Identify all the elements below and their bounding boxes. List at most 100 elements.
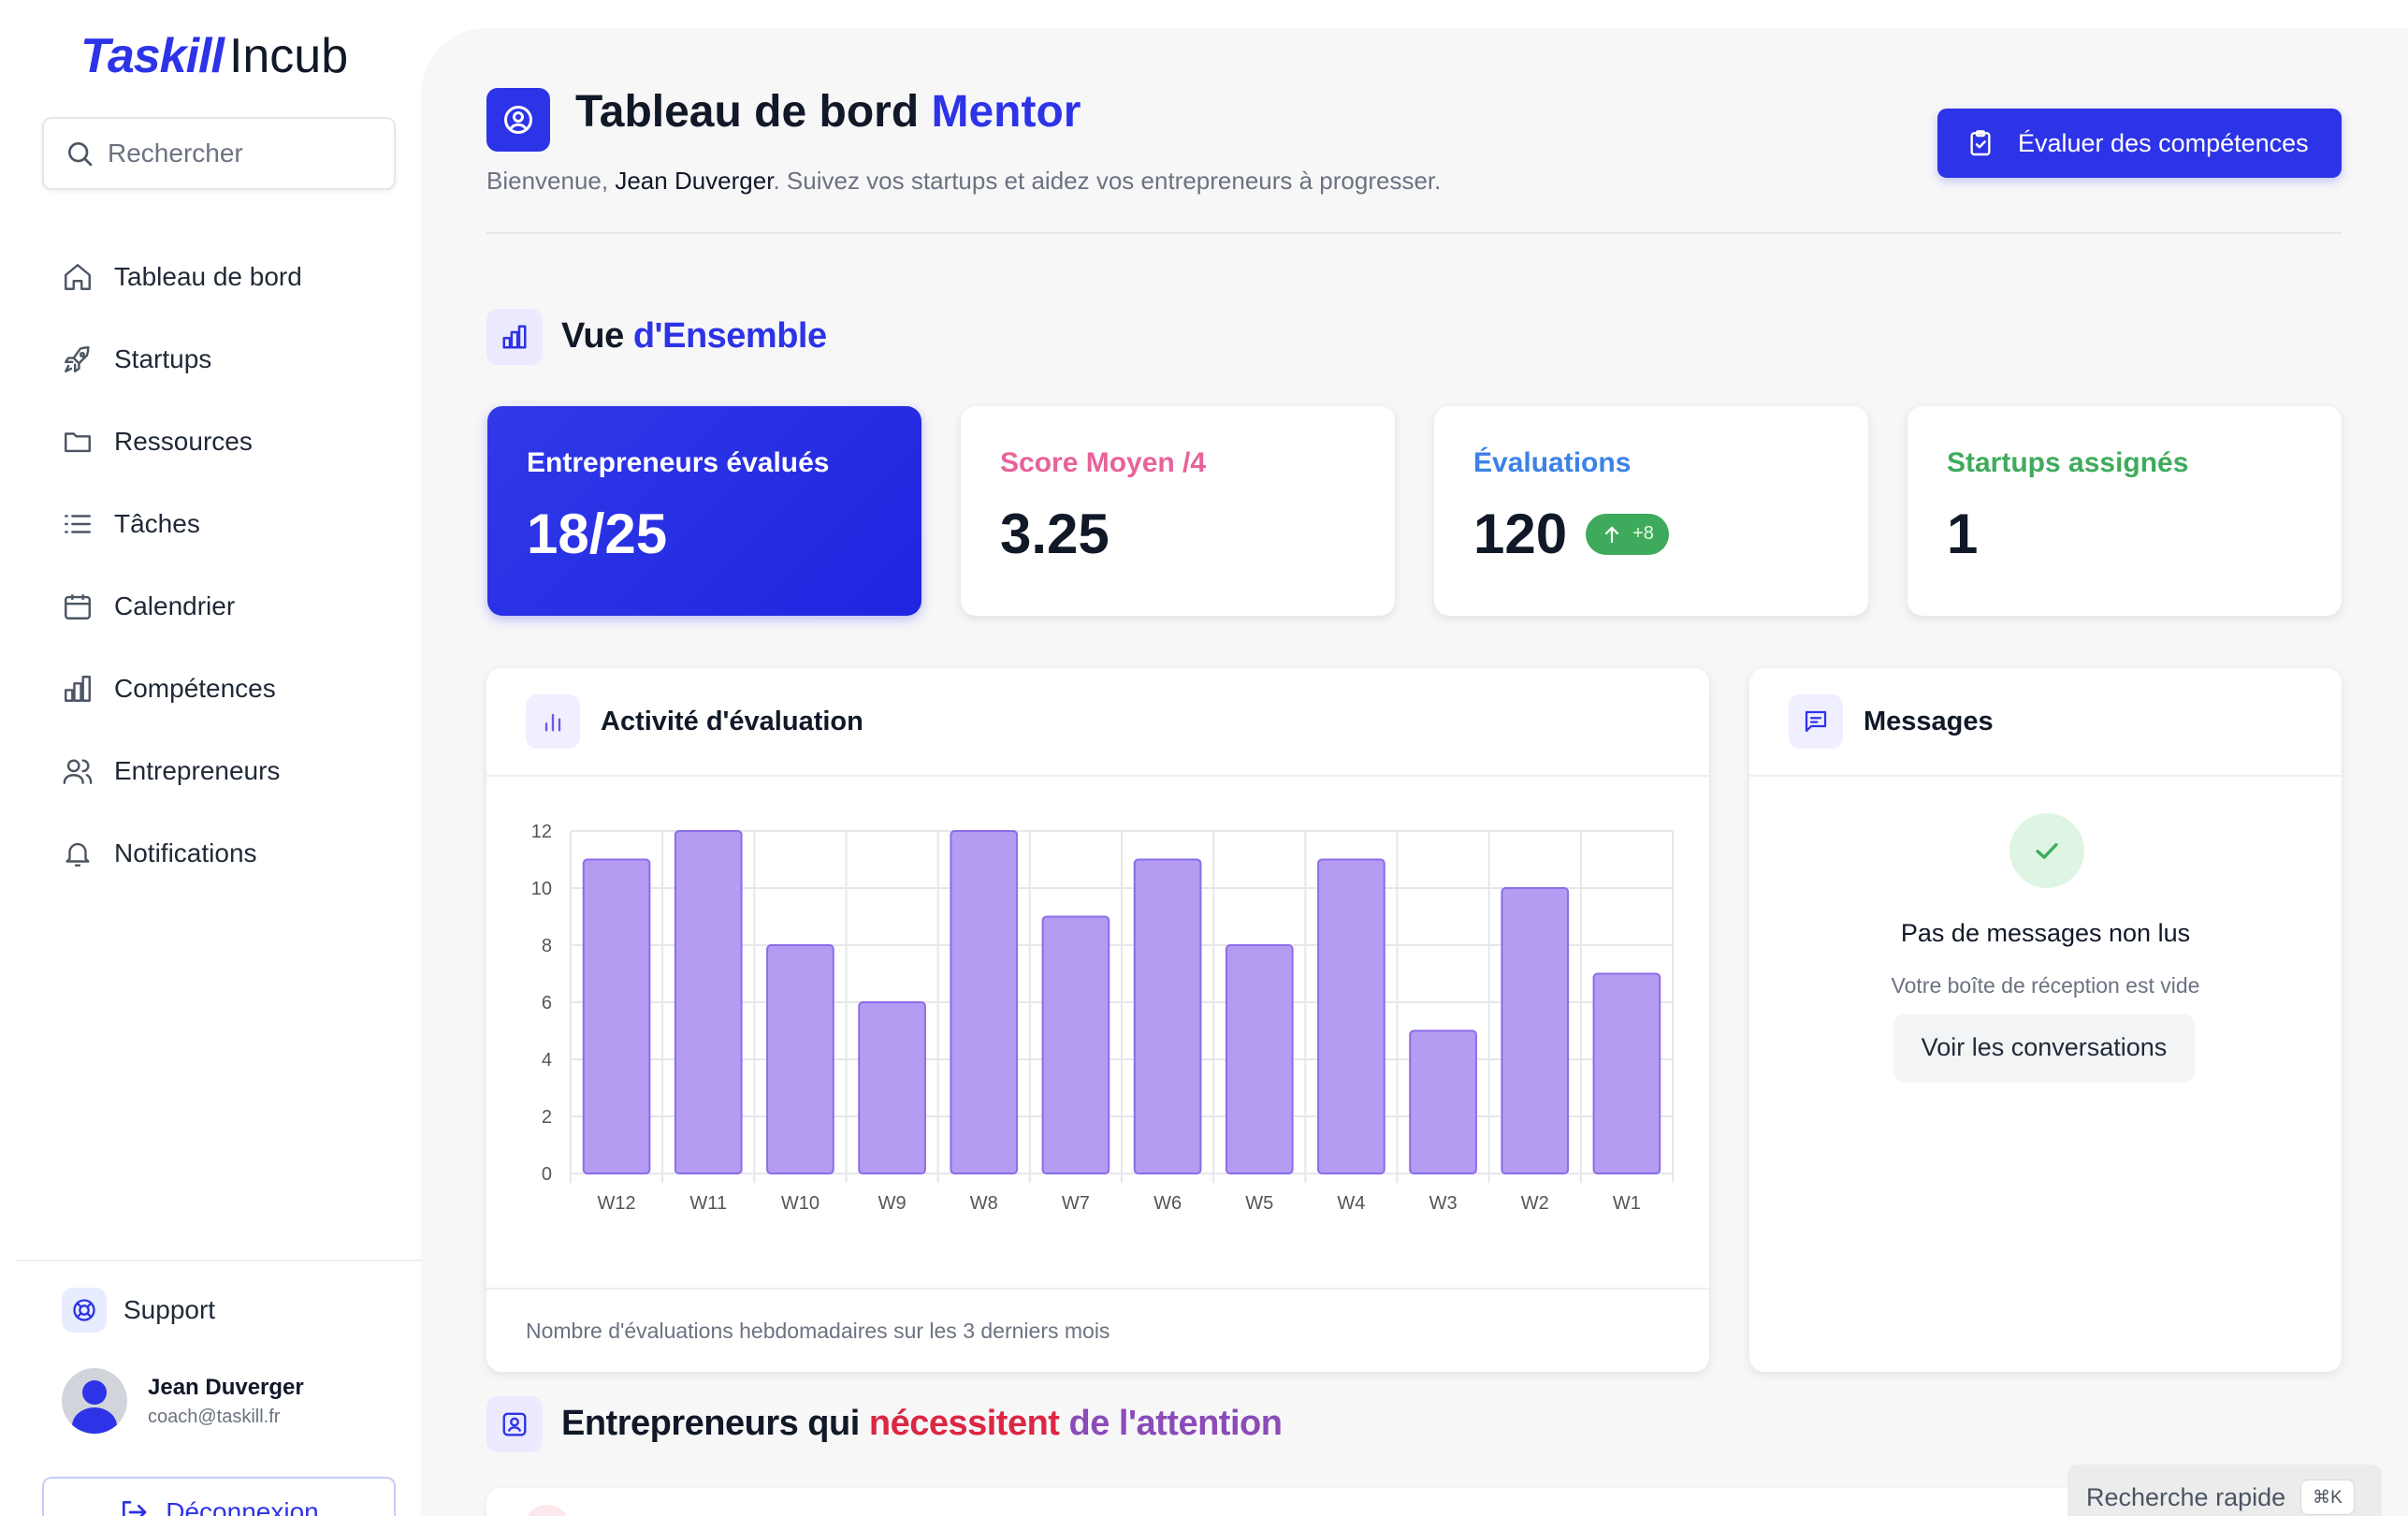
user-name: Jean Duverger xyxy=(148,1374,304,1400)
bar-w7 xyxy=(1041,915,1110,1174)
quick-search-label: Recherche rapide xyxy=(2086,1482,2286,1511)
stat-value-text: 3.25 xyxy=(1000,503,1110,565)
stat-value: 18/25 xyxy=(527,502,882,566)
evaluate-skills-label: Évaluer des compétences xyxy=(2018,128,2309,157)
sidebar-item-label: Ressources xyxy=(114,427,253,456)
support-link[interactable]: Support xyxy=(62,1288,215,1333)
sidebar-divider xyxy=(17,1260,421,1261)
welcome-suffix: . Suivez vos startups et aidez vos entre… xyxy=(773,167,1442,195)
bar-w6 xyxy=(1133,858,1202,1174)
calendar-icon xyxy=(65,594,91,620)
sidebar-item-calendrier[interactable]: Calendrier xyxy=(62,565,399,648)
welcome-text: Bienvenue, Jean Duverger. Suivez vos sta… xyxy=(486,167,1441,196)
rocket-icon xyxy=(65,346,90,372)
sidebar-item-label: Tableau de bord xyxy=(114,262,302,291)
logout-label: Déconnexion xyxy=(166,1497,319,1516)
x-tick-label: W4 xyxy=(1337,1193,1365,1214)
welcome-name: Jean Duverger xyxy=(615,167,774,195)
sidebar-item-notifications[interactable]: Notifications xyxy=(62,812,399,895)
page-title-main: Tableau de bord xyxy=(575,87,920,137)
overview-section-icon xyxy=(486,309,543,365)
mentor-icon xyxy=(486,88,550,152)
stat-card-startups[interactable]: Startups assignés 1 xyxy=(1908,406,2342,616)
stat-card-score[interactable]: Score Moyen /4 3.25 xyxy=(961,406,1395,616)
bar-w11 xyxy=(674,830,743,1174)
bell-icon xyxy=(65,842,90,867)
y-tick-label: 6 xyxy=(542,993,552,1013)
x-tick-label: W7 xyxy=(1062,1193,1090,1214)
sidebar-item-competences[interactable]: Compétences xyxy=(62,648,399,730)
y-tick-label: 0 xyxy=(542,1164,552,1185)
stat-label: Entrepreneurs évalués xyxy=(527,447,830,478)
sidebar-item-taches[interactable]: Tâches xyxy=(62,483,399,565)
logout-button[interactable]: Déconnexion xyxy=(42,1477,396,1516)
stat-value-text: 18/25 xyxy=(527,503,668,565)
stat-label: Score Moyen /4 xyxy=(1000,447,1207,478)
x-tick-label: W9 xyxy=(878,1193,907,1214)
bar-w4 xyxy=(1317,858,1385,1174)
arrow-up-icon xyxy=(1605,525,1619,543)
bar-w9 xyxy=(858,1001,926,1174)
search-icon xyxy=(68,142,93,167)
overview-title-accent: d'Ensemble xyxy=(632,316,827,356)
x-tick-label: W1 xyxy=(1613,1193,1641,1214)
header-divider xyxy=(486,232,2342,234)
overview-title: Vue d'Ensemble xyxy=(561,316,827,357)
messages-title: Messages xyxy=(1864,706,1994,736)
avatar xyxy=(62,1368,127,1434)
welcome-prefix: Bienvenue, xyxy=(486,167,609,195)
sidebar-item-label: Startups xyxy=(114,344,212,373)
check-icon xyxy=(2036,842,2058,859)
evaluate-skills-button[interactable]: Évaluer des compétences xyxy=(1937,109,2342,178)
stat-value: 1 xyxy=(1947,502,2302,566)
sidebar-item-entrepreneurs[interactable]: Entrepreneurs xyxy=(62,730,399,812)
folder-icon xyxy=(65,432,91,453)
attention-item-avatar xyxy=(524,1505,571,1516)
page-title-accent: Mentor xyxy=(931,87,1081,137)
bar-w3 xyxy=(1409,1029,1477,1174)
sidebar-item-label: Calendrier xyxy=(114,591,236,620)
x-tick-label: W8 xyxy=(970,1193,998,1214)
activity-card: Activité d'évaluation 0 2 4 6 8 10 12 W12 W11 W10… xyxy=(486,668,1709,1372)
messages-card: Messages Pas de messages non lus Votre b… xyxy=(1749,668,2342,1372)
view-conversations-button[interactable]: Voir les conversations xyxy=(1894,1014,2194,1080)
search-input[interactable]: Rechercher xyxy=(42,117,396,190)
sidebar-item-tableau-de-bord[interactable]: Tableau de bord xyxy=(62,236,399,318)
sidebar-item-startups[interactable]: Startups xyxy=(62,318,399,401)
shortcut-badge: ⌘K xyxy=(2300,1480,2355,1515)
bar-w2 xyxy=(1501,887,1570,1174)
attention-title-purple: de l'attention xyxy=(1068,1404,1283,1443)
sidebar-item-ressources[interactable]: Ressources xyxy=(62,401,399,483)
attention-title-red: nécessitent xyxy=(868,1404,1060,1443)
x-tick-label: W3 xyxy=(1429,1193,1458,1214)
stat-label: Startups assignés xyxy=(1947,447,2189,478)
x-tick-label: W12 xyxy=(598,1193,636,1214)
quick-search-button[interactable]: Recherche rapide ⌘K xyxy=(2067,1465,2382,1516)
bar-w10 xyxy=(766,944,834,1174)
stat-value-text: 120 xyxy=(1473,503,1568,565)
attention-section-icon xyxy=(486,1396,543,1452)
x-tick-label: W10 xyxy=(781,1193,820,1214)
stat-card-entrepreneurs[interactable]: Entrepreneurs évalués 18/25 xyxy=(487,406,921,616)
user-profile[interactable]: Jean Duverger coach@taskill.fr xyxy=(62,1368,304,1434)
stat-card-evaluations[interactable]: Évaluations 120 +8 xyxy=(1434,406,1868,616)
activity-footer: Nombre d'évaluations hebdomadaires sur l… xyxy=(486,1288,1709,1372)
y-tick-label: 8 xyxy=(542,936,552,956)
activity-bar-chart: 0 2 4 6 8 10 12 W12 W11 W10 W9 W8 W7 W6 W5 W4 W3 W2 W1 xyxy=(531,822,1674,1214)
bar-chart-icon xyxy=(502,325,527,349)
stat-label: Évaluations xyxy=(1473,447,1632,478)
y-tick-label: 10 xyxy=(531,879,552,899)
search-placeholder: Rechercher xyxy=(108,138,243,168)
attention-list-card xyxy=(486,1488,2342,1516)
bar-w12 xyxy=(582,858,651,1174)
lifebuoy-icon xyxy=(73,1299,95,1321)
support-badge xyxy=(62,1288,107,1333)
x-tick-label: W5 xyxy=(1245,1193,1273,1214)
y-tick-label: 4 xyxy=(542,1050,552,1071)
app-logo[interactable]: Taskill Incub xyxy=(80,26,348,86)
list-icon xyxy=(65,515,91,533)
activity-card-header: Activité d'évaluation xyxy=(486,668,1709,777)
bar-chart-2-icon xyxy=(544,713,561,732)
sidebar-item-label: Notifications xyxy=(114,838,257,867)
sidebar-item-label: Tâches xyxy=(114,509,200,538)
